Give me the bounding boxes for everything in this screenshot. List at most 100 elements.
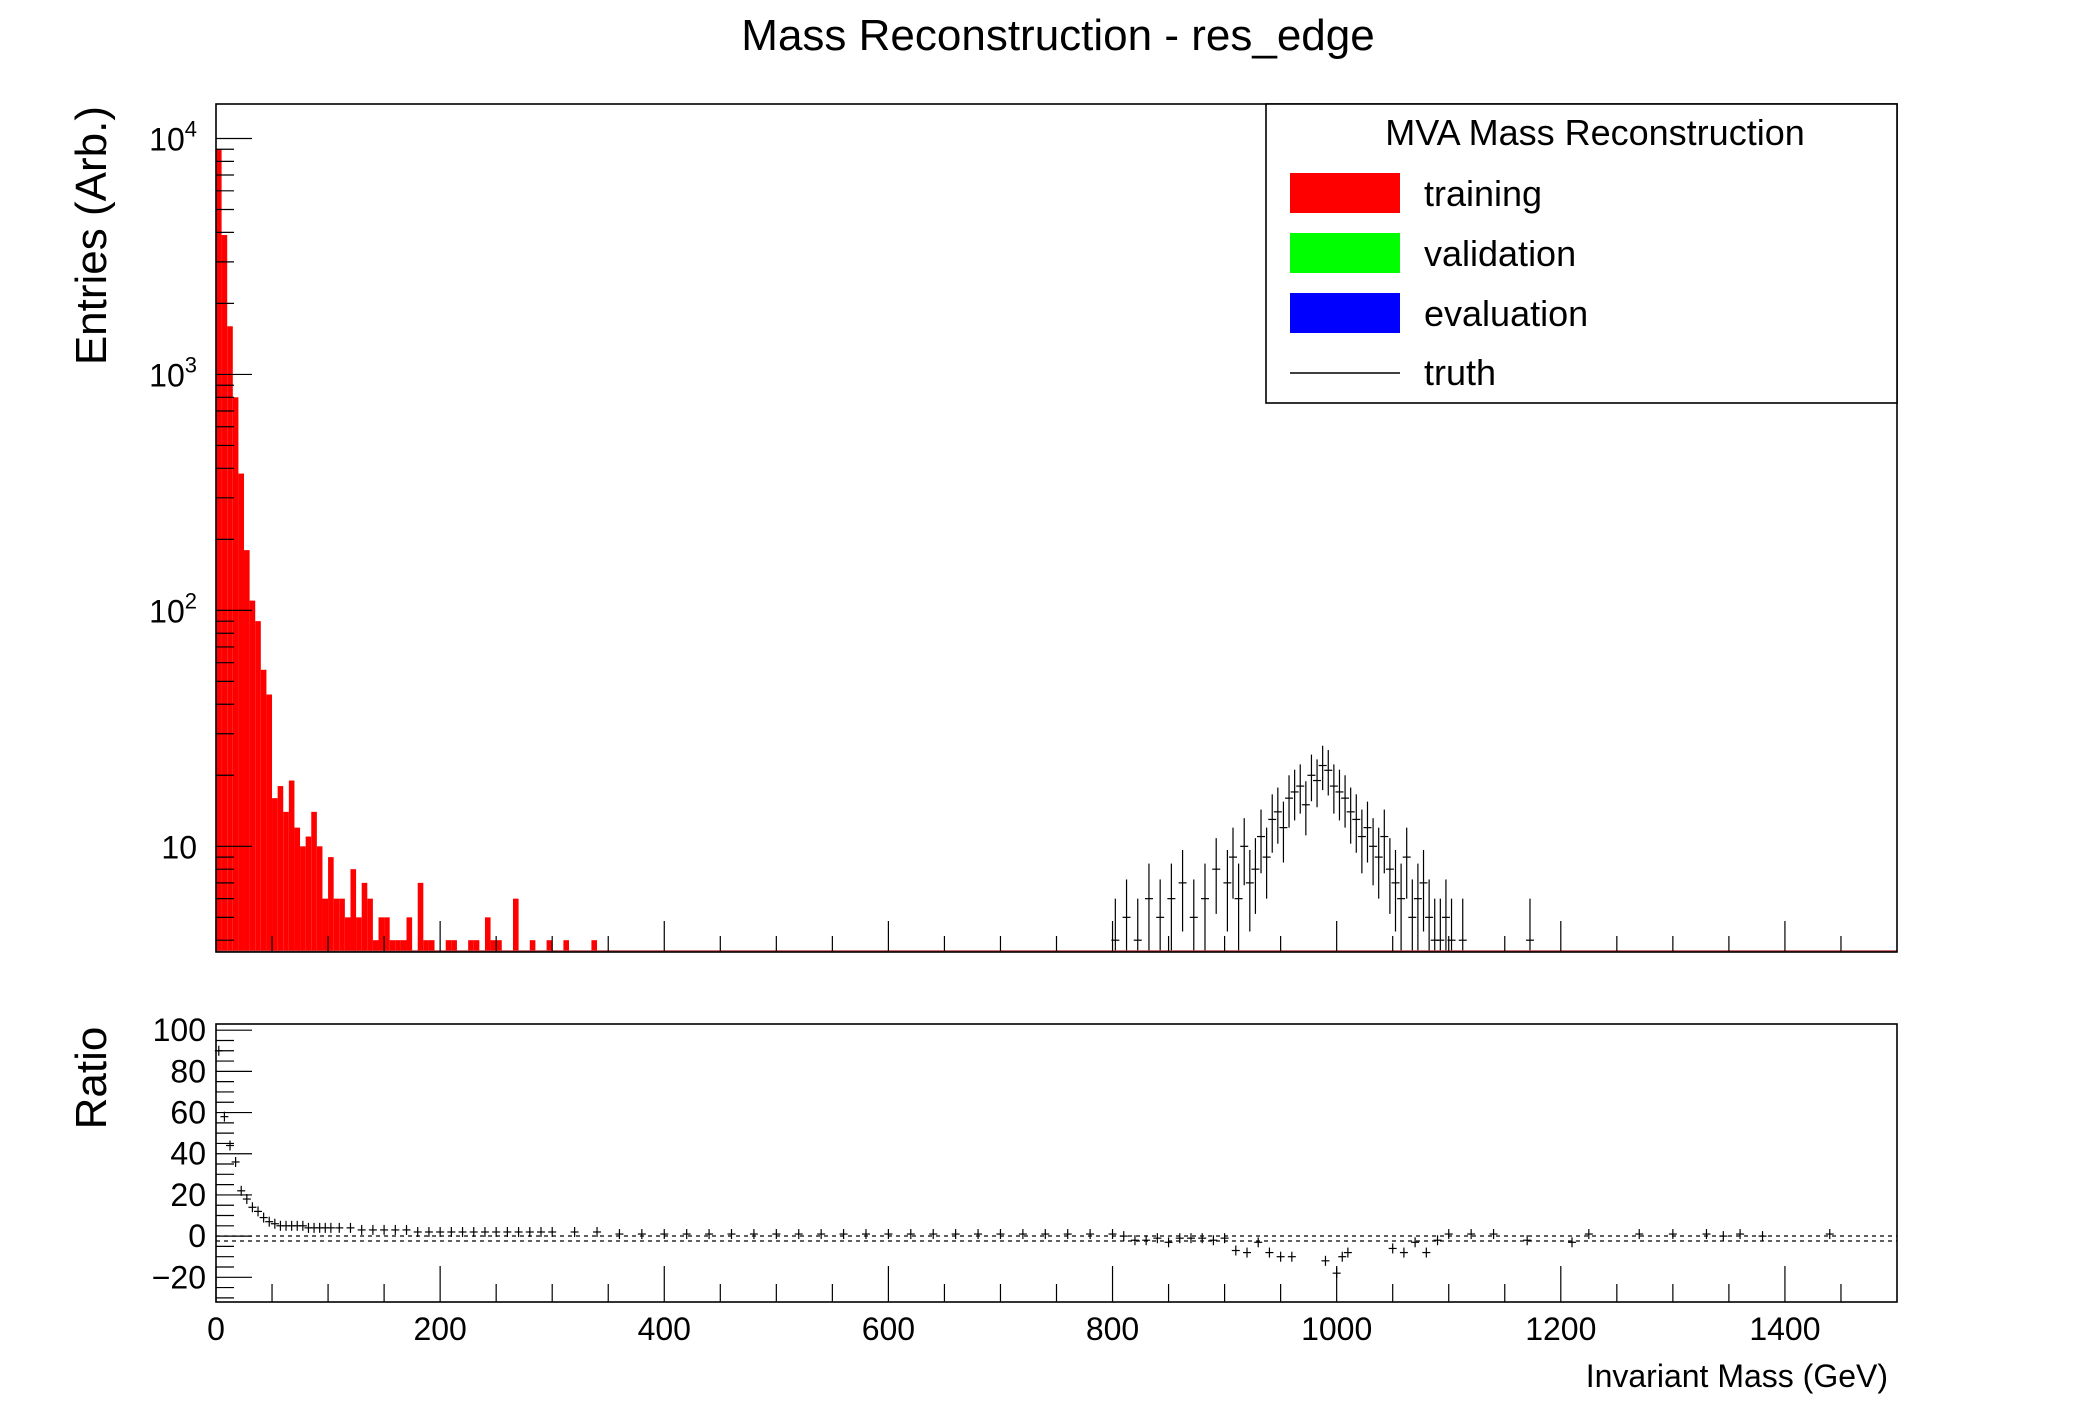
ratio-point bbox=[1411, 1237, 1420, 1248]
training-bar bbox=[445, 940, 452, 951]
ratio-point bbox=[1523, 1235, 1532, 1246]
truth-point bbox=[1369, 818, 1378, 886]
training-bar bbox=[428, 940, 435, 951]
truth-point bbox=[1290, 769, 1299, 821]
ratio-point bbox=[242, 1194, 251, 1205]
truth-point bbox=[1441, 879, 1450, 951]
y-tick-label: 104 bbox=[149, 116, 197, 157]
training-bar bbox=[378, 917, 385, 951]
training-bar bbox=[266, 694, 273, 951]
training-bar bbox=[529, 940, 536, 951]
truth-point bbox=[1212, 838, 1221, 914]
truth-point bbox=[1385, 838, 1394, 914]
ratio-point bbox=[424, 1226, 433, 1237]
ratio-point bbox=[402, 1224, 411, 1235]
ratio-point bbox=[248, 1202, 257, 1213]
ratio-point bbox=[1254, 1237, 1263, 1248]
training-bar bbox=[294, 827, 301, 951]
ratio-point bbox=[503, 1226, 512, 1237]
truth-point bbox=[1285, 775, 1294, 828]
ratio-point bbox=[380, 1224, 389, 1235]
ratio-point bbox=[436, 1226, 445, 1237]
training-bar bbox=[417, 882, 424, 951]
truth-point bbox=[1374, 827, 1383, 899]
ratio-point bbox=[1736, 1229, 1745, 1240]
truth-point bbox=[1273, 787, 1282, 844]
training-bar bbox=[221, 234, 228, 951]
ratio-point bbox=[1231, 1245, 1240, 1256]
ratio-point bbox=[749, 1229, 758, 1240]
legend-swatch-training bbox=[1290, 173, 1400, 213]
ratio-point bbox=[1041, 1229, 1050, 1240]
legend-label-training: training bbox=[1424, 173, 1542, 214]
truth-point bbox=[1346, 787, 1355, 844]
ratio-point bbox=[570, 1226, 579, 1237]
truth-point bbox=[1335, 769, 1344, 821]
truth-point bbox=[1357, 809, 1366, 874]
truth-point bbox=[1296, 764, 1305, 814]
ratio-point bbox=[794, 1229, 803, 1240]
truth-point bbox=[1425, 879, 1434, 951]
ratio-point bbox=[1209, 1235, 1218, 1246]
ratio-point bbox=[1198, 1233, 1207, 1244]
ratio-point bbox=[772, 1229, 781, 1240]
training-bar bbox=[249, 600, 256, 951]
legend-title: MVA Mass Reconstruction bbox=[1385, 112, 1804, 153]
ratio-point bbox=[226, 1140, 235, 1151]
truth-point bbox=[1408, 879, 1417, 951]
ratio-point bbox=[1825, 1229, 1834, 1240]
training-bar bbox=[563, 940, 570, 951]
ratio-point bbox=[1164, 1237, 1173, 1248]
training-bar bbox=[591, 940, 598, 951]
ratio-point bbox=[593, 1226, 602, 1237]
training-bar bbox=[232, 397, 239, 951]
training-bar bbox=[406, 917, 413, 951]
ratio-point bbox=[1702, 1229, 1711, 1240]
ratio-points bbox=[214, 1045, 1834, 1279]
ratio-point bbox=[1433, 1235, 1442, 1246]
ratio-point bbox=[615, 1229, 624, 1240]
ratio-y-tick-label: 40 bbox=[170, 1136, 206, 1172]
truth-point bbox=[1167, 863, 1176, 951]
truth-point bbox=[1413, 863, 1422, 951]
training-bar bbox=[395, 940, 401, 951]
ratio-point bbox=[1635, 1229, 1644, 1240]
truth-point bbox=[1352, 794, 1361, 853]
ratio-y-tick-label: 20 bbox=[170, 1177, 206, 1213]
truth-point bbox=[1262, 827, 1271, 899]
x-tick-label: 800 bbox=[1086, 1311, 1139, 1347]
training-bar bbox=[216, 149, 222, 951]
ratio-point bbox=[1321, 1255, 1330, 1266]
ratio-point bbox=[469, 1226, 478, 1237]
ratio-point bbox=[839, 1229, 848, 1240]
ratio-point bbox=[1063, 1229, 1072, 1240]
ratio-point bbox=[492, 1226, 501, 1237]
x-tick-label: 200 bbox=[413, 1311, 466, 1347]
legend-label-truth: truth bbox=[1424, 352, 1496, 393]
ratio-point bbox=[1175, 1233, 1184, 1244]
training-bar bbox=[305, 836, 312, 951]
training-bar bbox=[512, 898, 519, 951]
truth-point bbox=[1436, 898, 1445, 951]
training-bar bbox=[400, 940, 407, 951]
training-bar bbox=[244, 550, 250, 951]
top-axis-ticks: 104 103 102 10 bbox=[149, 116, 1842, 951]
ratio-point bbox=[220, 1111, 229, 1122]
truth-point bbox=[1268, 794, 1277, 853]
ratio-point bbox=[1243, 1247, 1252, 1258]
top-y-axis-label: Entries (Arb.) bbox=[67, 106, 116, 365]
x-tick-label: 400 bbox=[638, 1311, 691, 1347]
truth-point bbox=[1402, 827, 1411, 899]
ratio-y-axis-label: Ratio bbox=[67, 1027, 116, 1130]
truth-point bbox=[1324, 750, 1333, 796]
training-bar bbox=[311, 811, 317, 951]
truth-point bbox=[1430, 898, 1439, 951]
ratio-point bbox=[1186, 1233, 1195, 1244]
x-tick-label: 1200 bbox=[1525, 1311, 1596, 1347]
truth-point bbox=[1318, 745, 1327, 791]
training-bar bbox=[288, 780, 295, 951]
ratio-point bbox=[265, 1216, 274, 1227]
training-bar bbox=[367, 898, 373, 951]
